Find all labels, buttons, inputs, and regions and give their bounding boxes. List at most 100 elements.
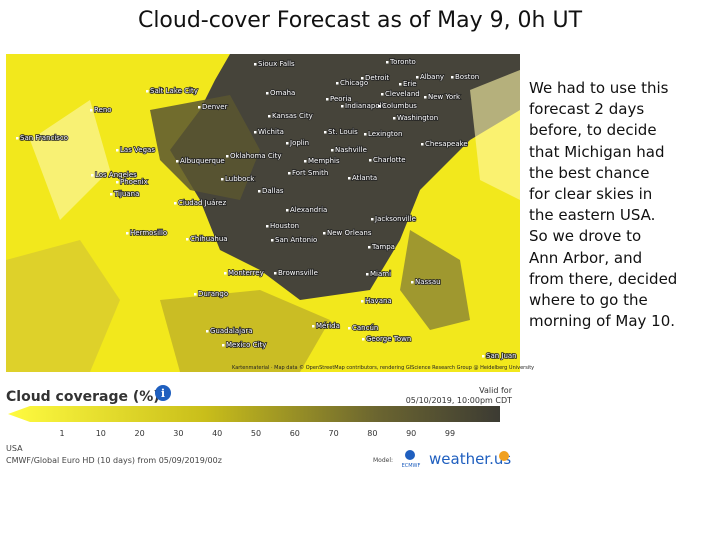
city-label: Nassau (415, 278, 441, 286)
city-label: Detroit (365, 74, 389, 82)
city-label: San Juan (486, 352, 517, 360)
city-marker (323, 232, 326, 235)
city-label: Mérida (316, 322, 340, 330)
city-label: Memphis (308, 157, 340, 165)
valid-time: 05/10/2019, 10:00pm CDT (406, 396, 512, 405)
note-line: Ann Arbor, and (529, 248, 643, 267)
city-marker (90, 109, 93, 112)
city-label: Hermosillo (130, 229, 167, 237)
city-marker (254, 63, 257, 66)
city-marker (116, 181, 119, 184)
brand: weather.us (429, 450, 511, 468)
brand-logo (499, 451, 509, 461)
city-marker (266, 225, 269, 228)
ecmwf-logo (405, 450, 415, 460)
city-label: Durango (198, 290, 228, 298)
city-marker (362, 338, 365, 341)
city-label: Atlanta (352, 174, 377, 182)
legend-tick-label: 50 (251, 429, 261, 438)
note-line: from there, decided (529, 269, 678, 288)
city-label: Peoria (330, 95, 352, 103)
city-marker (110, 193, 113, 196)
city-label: Houston (270, 222, 299, 230)
city-marker (348, 327, 351, 330)
city-label: New York (428, 93, 461, 101)
city-marker (288, 172, 291, 175)
notes: We had to use this forecast 2 days before,… (529, 78, 714, 332)
city-marker (331, 149, 334, 152)
city-marker (348, 177, 351, 180)
city-marker (369, 159, 372, 162)
city-marker (116, 149, 119, 152)
note-line: We had to use this (529, 79, 669, 97)
city-label: Charlotte (373, 156, 406, 164)
note-line: that Michigan had (529, 142, 665, 161)
color-scale (8, 406, 500, 422)
note-line: for clear skies in (529, 185, 653, 204)
note-line: the eastern USA. (529, 206, 656, 225)
city-marker (368, 246, 371, 249)
model-source: CMWF/Global Euro HD (10 days) from 05/09… (6, 456, 222, 465)
city-label: Toronto (389, 58, 416, 66)
legend-tick-label: 30 (173, 429, 183, 438)
city-label: Salt Lake City (150, 87, 198, 95)
city-label: Reno (94, 106, 112, 114)
city-marker (341, 105, 344, 108)
city-marker (393, 117, 396, 120)
city-marker (411, 281, 414, 284)
city-marker (268, 115, 271, 118)
city-marker (271, 239, 274, 242)
city-label: Omaha (270, 89, 295, 97)
city-label: Alexandria (290, 206, 327, 214)
legend-tick-label: 10 (96, 429, 106, 438)
city-label: Monterrey (228, 269, 264, 277)
city-marker (194, 293, 197, 296)
model-name: ECMWF (402, 463, 421, 469)
city-label: Los Angeles (95, 171, 137, 179)
legend-tick-label: 90 (406, 429, 416, 438)
city-label: Brownsville (278, 269, 318, 277)
city-label: Havana (365, 297, 392, 305)
note-line: So we drove to (529, 227, 642, 246)
legend-tick-label: 99 (445, 429, 455, 438)
legend-tick-label: 70 (329, 429, 339, 438)
city-label: Denver (202, 103, 228, 111)
city-label: Joplin (289, 139, 309, 147)
city-label: Erie (403, 80, 417, 88)
city-label: Las Vegas (120, 146, 155, 154)
city-marker (286, 142, 289, 145)
city-label: Wichita (258, 128, 284, 136)
legend-ticks: 1 10 20 30 40 50 60 70 80 90 99 (59, 429, 455, 438)
note-line: where to go the (529, 291, 648, 310)
city-marker (386, 61, 389, 64)
city-label: Albany (420, 73, 444, 81)
city-marker (312, 325, 315, 328)
city-marker (286, 209, 289, 212)
city-label: San Francisco (20, 134, 68, 142)
city-marker (416, 76, 419, 79)
city-marker (16, 137, 19, 140)
city-label: Ciudad Juárez (178, 199, 226, 207)
city-label: St. Louis (328, 128, 358, 136)
city-marker (371, 218, 374, 221)
city-label: Indianapolis (345, 102, 388, 110)
legend-tick-label: 80 (367, 429, 377, 438)
city-marker (482, 355, 485, 358)
city-marker (399, 83, 402, 86)
city-label: Chihuahua (190, 235, 228, 243)
cloud-map (6, 54, 520, 372)
city-label: Lubbock (225, 175, 255, 183)
city-label: George Town (366, 335, 411, 343)
note-line: morning of May 10. (529, 312, 676, 331)
city-marker (258, 190, 261, 193)
legend-tick-label: 1 (59, 429, 64, 438)
city-marker (451, 76, 454, 79)
city-marker (336, 82, 339, 85)
region: USA (6, 444, 23, 453)
city-label: Albuquerque (180, 157, 225, 165)
city-marker (361, 300, 364, 303)
city-label: Dallas (262, 187, 284, 195)
city-label: New Orleans (327, 229, 372, 237)
